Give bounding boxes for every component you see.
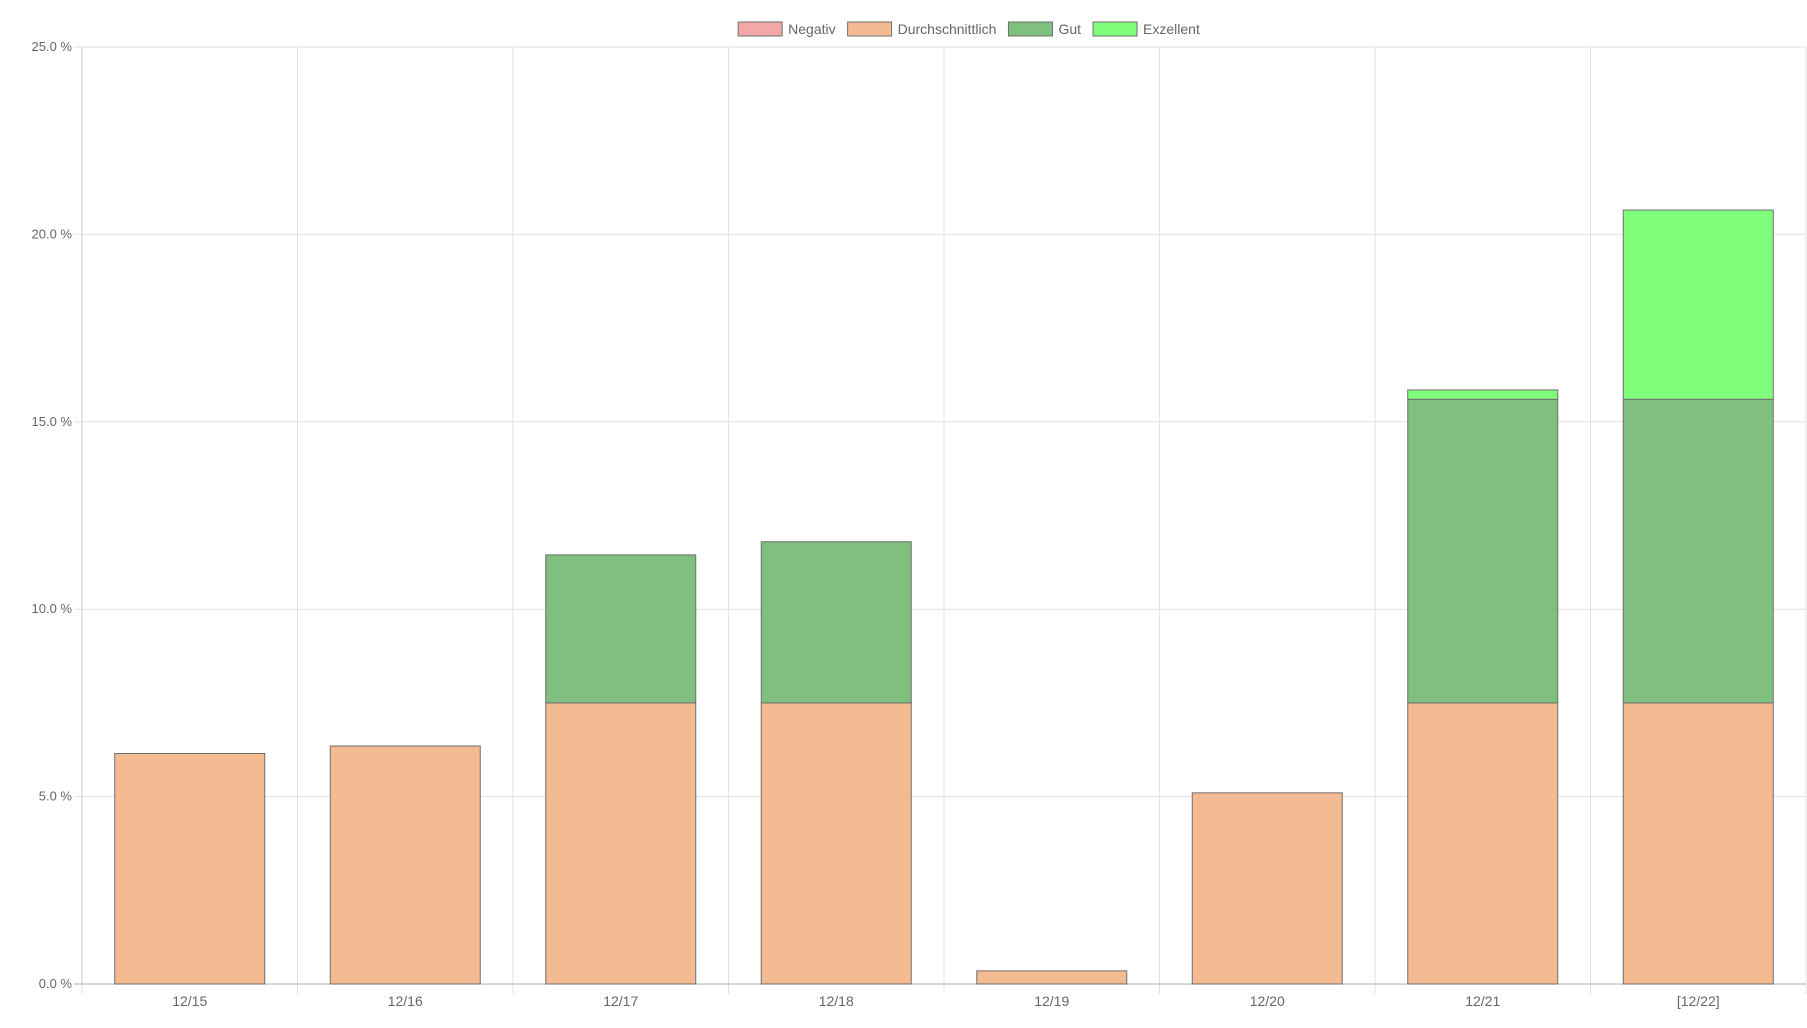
bar-segment-durchschnittlich[interactable] xyxy=(1407,702,1559,985)
legend-label[interactable]: Exzellent xyxy=(1143,21,1200,37)
bar-segment-durchschnittlich[interactable] xyxy=(114,752,266,985)
x-tick-label: 12/18 xyxy=(819,993,854,1009)
legend-label[interactable]: Gut xyxy=(1058,21,1081,37)
x-tick-label: 12/19 xyxy=(1034,993,1069,1009)
bar-segment-durchschnittlich[interactable] xyxy=(1622,702,1774,985)
bar-segment-exzellent[interactable] xyxy=(1407,389,1559,400)
bar-segment-durchschnittlich[interactable] xyxy=(976,970,1128,985)
bar-segment-durchschnittlich[interactable] xyxy=(545,702,697,985)
bar-segment-durchschnittlich[interactable] xyxy=(760,702,912,985)
bar-segment-gut[interactable] xyxy=(545,554,697,704)
x-tick-label: [12/22] xyxy=(1677,993,1720,1009)
y-tick-label: 10.0 % xyxy=(32,601,73,616)
legend-swatch-exzellent[interactable] xyxy=(1092,21,1138,37)
bar-segment-durchschnittlich[interactable] xyxy=(1191,792,1343,985)
legend-label[interactable]: Durchschnittlich xyxy=(898,21,997,37)
bar-segment-gut[interactable] xyxy=(1407,398,1559,704)
x-tick-label: 12/17 xyxy=(603,993,638,1009)
bar-segment-durchschnittlich[interactable] xyxy=(329,745,481,985)
x-tick-label: 12/16 xyxy=(388,993,423,1009)
bar-segment-gut[interactable] xyxy=(1622,398,1774,704)
y-tick-label: 0.0 % xyxy=(39,976,73,991)
x-tick-label: 12/15 xyxy=(172,993,207,1009)
x-tick-label: 12/21 xyxy=(1465,993,1500,1009)
legend-label[interactable]: Negativ xyxy=(788,21,835,37)
y-tick-label: 20.0 % xyxy=(32,226,73,241)
y-tick-label: 25.0 % xyxy=(32,39,73,54)
y-tick-label: 5.0 % xyxy=(39,789,73,804)
bar-segment-gut[interactable] xyxy=(760,541,912,704)
legend-swatch-gut[interactable] xyxy=(1007,21,1053,37)
y-tick-label: 15.0 % xyxy=(32,414,73,429)
bar-segment-exzellent[interactable] xyxy=(1622,209,1774,400)
legend-swatch-durchschnittlich[interactable] xyxy=(847,21,893,37)
legend-swatch-negativ[interactable] xyxy=(737,21,783,37)
x-tick-label: 12/20 xyxy=(1250,993,1285,1009)
